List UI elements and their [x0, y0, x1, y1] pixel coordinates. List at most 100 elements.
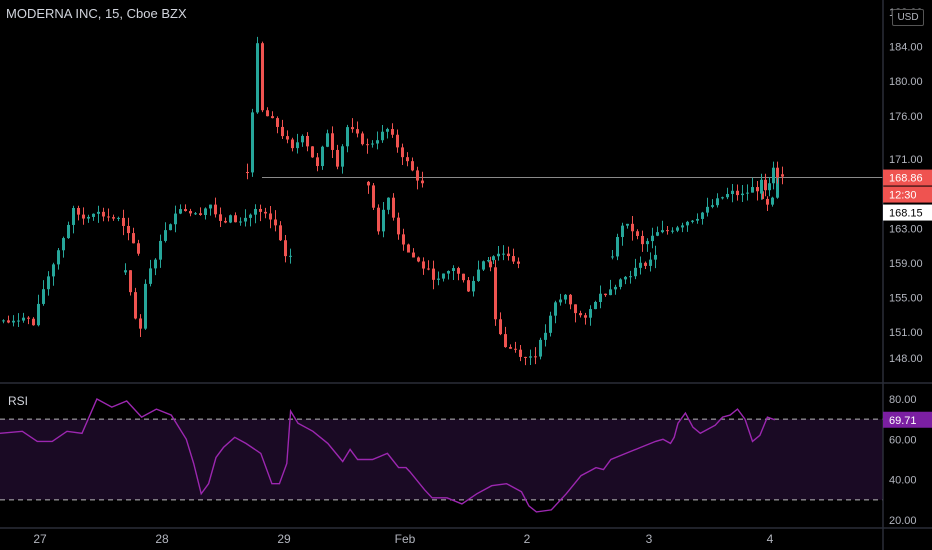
candle [204, 207, 207, 220]
candle-body [249, 214, 252, 218]
candle [396, 129, 399, 153]
rsi-value-badge[interactable]: 69.71 [883, 411, 932, 428]
candle [184, 204, 187, 212]
candle [224, 217, 227, 224]
candle-body [771, 197, 774, 205]
candle-body [117, 217, 120, 219]
candle [512, 248, 515, 264]
candle-body [492, 256, 495, 261]
candle-body [534, 356, 537, 358]
candle-body [219, 214, 222, 221]
candle [397, 212, 400, 240]
candle [569, 293, 572, 310]
candle-body [164, 230, 167, 241]
candle-body [234, 215, 237, 223]
candle-body [437, 278, 440, 280]
price-tick-label: 151.00 [889, 327, 923, 339]
price-tick-label: 163.00 [889, 223, 923, 235]
time-axis[interactable]: 27 28 29 Feb 2 3 4 [33, 532, 773, 546]
candle [427, 260, 430, 271]
candle-body [646, 241, 649, 245]
candle-body [382, 209, 385, 232]
countdown-badge[interactable]: 12:30 [883, 186, 932, 203]
candle-body [289, 255, 292, 257]
candle-body [417, 257, 420, 262]
candle [549, 311, 552, 337]
candle-body [127, 225, 130, 234]
currency-label[interactable]: USD [892, 9, 924, 26]
candle [646, 238, 649, 252]
candle-body [494, 267, 497, 320]
candle [316, 152, 319, 172]
candle [134, 287, 137, 320]
candle [271, 111, 274, 119]
candle-body [124, 270, 127, 273]
rsi-tick-label: 80.00 [889, 394, 917, 406]
candle [144, 279, 147, 330]
candle [52, 262, 55, 286]
candle-body [477, 269, 480, 281]
candle-body [507, 253, 510, 257]
candle-body [306, 135, 309, 147]
candle-body [776, 174, 779, 198]
candle-body [766, 198, 769, 205]
candle [726, 187, 729, 200]
candle-body [371, 143, 374, 145]
candle [27, 316, 30, 325]
candle [296, 133, 299, 154]
candle [321, 145, 324, 170]
candle-body [666, 230, 669, 232]
candle-body [579, 313, 582, 316]
candle-body [594, 301, 597, 310]
price-badges: 168.86 12:30 168.15 69.71 [883, 169, 932, 428]
candle [92, 213, 95, 221]
candle-body [489, 261, 492, 268]
last-price-badge[interactable]: 168.86 [883, 169, 932, 186]
candle [254, 204, 257, 224]
candle [301, 134, 304, 147]
candle [371, 140, 374, 148]
candle-body [346, 127, 349, 147]
candle [519, 344, 522, 362]
candle [764, 173, 767, 197]
candle-body [574, 304, 577, 314]
candle-body [251, 112, 254, 173]
candle [701, 211, 704, 225]
candle [372, 183, 375, 211]
candle-body [751, 187, 754, 193]
candle-body [92, 213, 95, 217]
candle-body [736, 190, 739, 196]
crosshair-price-badge-text: 168.15 [889, 208, 923, 220]
candle-body [244, 217, 247, 222]
candle [284, 234, 287, 263]
candle-body [311, 146, 314, 158]
candle-body [184, 209, 187, 212]
candle-body [392, 197, 395, 218]
candle [256, 36, 259, 114]
candle [629, 270, 632, 284]
candle-body [654, 254, 657, 260]
candle [539, 337, 542, 360]
candle-body [42, 289, 45, 304]
candle [306, 132, 309, 152]
candle [72, 205, 75, 234]
symbol-title[interactable]: MODERNA INC, 15, Cboe BZX [6, 6, 187, 21]
time-tick-label: 4 [767, 532, 774, 546]
candle [411, 157, 414, 172]
candle-body [611, 256, 614, 258]
candle-body [656, 232, 659, 236]
candle [279, 221, 282, 241]
crosshair-price-badge[interactable]: 168.15 [883, 204, 932, 221]
candle [564, 293, 567, 304]
candle [656, 226, 659, 237]
candle-body [246, 172, 249, 174]
candle-body [2, 320, 5, 322]
candle-body [67, 224, 70, 239]
candle-body [549, 315, 552, 333]
candle-body [326, 133, 329, 147]
candle [504, 326, 507, 348]
rsi-indicator-label[interactable]: RSI [8, 394, 29, 408]
candle [102, 207, 105, 222]
